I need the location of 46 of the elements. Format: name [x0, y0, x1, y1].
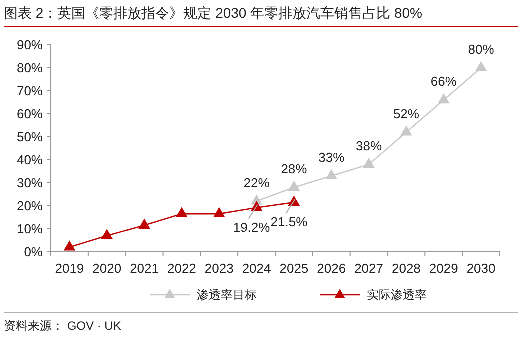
x-tick-label: 2023: [204, 261, 234, 276]
data-label: 52%: [393, 106, 420, 122]
point: [438, 93, 450, 104]
y-tick-label: 50%: [16, 130, 44, 145]
point: [101, 229, 114, 240]
y-tick-label: 90%: [16, 38, 44, 53]
y-tick-label: 30%: [16, 176, 44, 191]
chart-title: 图表 2：英国《零排放指令》规定 2030 年零排放汽车销售占比 80%: [4, 5, 423, 21]
point: [64, 240, 76, 251]
legend-label: 实际渗透率: [367, 288, 427, 302]
x-tick-label: 2021: [130, 261, 160, 276]
point: [475, 61, 488, 72]
y-tick-label: 10%: [16, 222, 44, 237]
y-tick-label: 60%: [16, 106, 44, 122]
y-tick-label: 0%: [24, 244, 44, 260]
data-label: 21.5%: [270, 214, 308, 230]
x-tick-label: 2030: [466, 261, 496, 276]
x-tick-label: 2028: [392, 261, 421, 276]
y-tick-label: 20%: [16, 198, 44, 214]
point: [288, 180, 300, 191]
point: [138, 218, 150, 229]
text: 资料来源： GOV · UK: [4, 319, 122, 333]
data-label: 66%: [430, 74, 458, 90]
point: [213, 207, 226, 218]
data-label: 19.2%: [233, 220, 271, 235]
data-label: 80%: [468, 42, 495, 57]
x-tick-label: 2027: [354, 261, 384, 276]
data-label: 28%: [281, 162, 308, 177]
data-label: 33%: [318, 150, 346, 166]
point: [176, 207, 188, 218]
data-label: 38%: [356, 138, 382, 154]
y-tick-label: 80%: [16, 60, 44, 76]
legend-label: 渗透率目标: [197, 288, 257, 302]
point: [400, 126, 412, 136]
x-tick-label: 2029: [429, 261, 458, 276]
x-tick-label: 2025: [280, 261, 309, 276]
y-tick-label: 40%: [16, 152, 44, 168]
x-tick-label: 2020: [92, 261, 122, 276]
x-tick-label: 2026: [317, 261, 346, 276]
x-tick-label: 2019: [55, 261, 84, 276]
y-tick-label: 70%: [16, 84, 44, 99]
point: [363, 158, 375, 168]
x-tick-label: 2024: [242, 261, 272, 276]
data-label: 22%: [244, 175, 270, 190]
x-tick-label: 2022: [167, 261, 196, 276]
point: [326, 169, 338, 180]
